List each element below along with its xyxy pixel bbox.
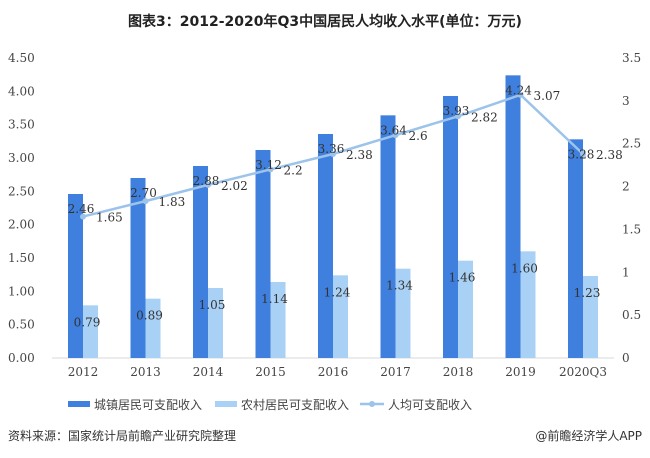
- legend-rural-swatch: [215, 401, 237, 407]
- legend-urban-swatch: [68, 401, 90, 407]
- rural-income-bar: [145, 298, 161, 358]
- urban-income-bar: [318, 134, 333, 358]
- chart-title: 图表3：2012-2020年Q3中国居民人均收入水平(单位：万元): [128, 13, 522, 30]
- rural-data-label: 0.79: [74, 315, 101, 329]
- legend-avg-label: 人均可支配收入: [388, 398, 472, 412]
- avg-income-point: [330, 151, 336, 157]
- urban-income-bar: [568, 139, 583, 358]
- x-tick-label: 2018: [443, 365, 474, 379]
- urban-income-bar: [68, 194, 83, 358]
- legend-avg-marker: [369, 401, 375, 407]
- urban-data-label: 3.28: [568, 147, 595, 161]
- y-tick-label: 0.00: [8, 351, 35, 365]
- y2-tick-label: 3.5: [622, 51, 641, 65]
- y2-tick-label: 0.5: [622, 308, 641, 322]
- urban-data-label: 2.46: [68, 202, 95, 216]
- legend-rural-label: 农村居民可支配收入: [241, 398, 349, 412]
- avg-income-point: [205, 181, 211, 188]
- avg-income-point: [142, 198, 149, 205]
- urban-income-bar: [130, 178, 146, 358]
- urban-data-label: 3.12: [255, 158, 282, 172]
- x-tick-label: 2017: [380, 365, 411, 379]
- y-tick-label: 2.00: [8, 218, 35, 232]
- rural-data-label: 1.14: [261, 292, 288, 306]
- rural-income-bar: [520, 251, 536, 358]
- urban-data-label: 2.88: [193, 174, 220, 188]
- rural-data-label: 1.46: [449, 271, 476, 285]
- y-tick-label: 0.50: [8, 318, 35, 332]
- avg-income-point: [267, 166, 274, 173]
- y-tick-label: 2.50: [8, 184, 35, 198]
- y2-tick-label: 1: [622, 265, 630, 279]
- avg-income-point: [517, 91, 524, 98]
- y-tick-label: 1.50: [8, 251, 35, 265]
- x-tick-label: 2016: [318, 365, 349, 379]
- avg-income-point: [580, 151, 586, 157]
- y2-tick-label: 3: [622, 94, 630, 108]
- urban-data-label: 4.24: [505, 83, 532, 97]
- credit: @前瞻经济学人APP: [535, 428, 642, 443]
- avg-data-label: 2.38: [596, 148, 623, 162]
- y-tick-label: 4.50: [8, 51, 35, 65]
- urban-data-label: 3.93: [443, 104, 470, 118]
- urban-income-bar: [505, 75, 521, 358]
- rural-income-bar: [395, 268, 411, 358]
- rural-income-bar: [583, 276, 598, 358]
- avg-data-label: 2.2: [284, 163, 303, 177]
- avg-data-label: 2.82: [471, 110, 498, 124]
- x-tick-label: 2014: [193, 365, 224, 379]
- legend-urban-label: 城镇居民可支配收入: [94, 398, 202, 412]
- urban-income-bar: [255, 150, 271, 358]
- avg-data-label: 1.83: [159, 195, 186, 209]
- avg-data-label: 2.02: [221, 179, 248, 193]
- urban-data-label: 2.70: [130, 186, 157, 200]
- x-tick-label: 2020Q3: [559, 365, 607, 379]
- avg-income-point: [392, 132, 399, 139]
- rural-income-bar: [333, 275, 348, 358]
- source-note: 资料来源：国家统计局前瞻产业研究院整理: [8, 428, 236, 443]
- x-tick-label: 2019: [505, 365, 536, 379]
- rural-income-bar: [270, 282, 286, 358]
- x-tick-label: 2013: [130, 365, 161, 379]
- y-tick-label: 3.50: [8, 118, 35, 132]
- rural-income-bar: [83, 305, 98, 358]
- y2-tick-label: 2.5: [622, 137, 641, 151]
- avg-data-label: 3.07: [534, 89, 561, 103]
- avg-income-point: [80, 213, 86, 220]
- urban-data-label: 3.36: [318, 142, 345, 156]
- rural-data-label: 1.34: [386, 279, 413, 293]
- y2-tick-label: 0: [622, 351, 630, 365]
- y-tick-label: 4.00: [8, 84, 35, 98]
- urban-income-bar: [380, 115, 396, 358]
- y-tick-label: 3.00: [8, 151, 35, 165]
- avg-data-label: 1.65: [96, 211, 123, 225]
- rural-income-bar: [458, 260, 473, 358]
- y2-tick-label: 2: [622, 180, 630, 194]
- urban-income-bar: [443, 96, 458, 358]
- rural-data-label: 1.23: [574, 286, 601, 300]
- avg-income-point: [455, 113, 461, 120]
- rural-data-label: 1.60: [511, 261, 538, 275]
- avg-data-label: 2.38: [346, 148, 373, 162]
- rural-data-label: 1.24: [324, 285, 351, 299]
- rural-data-label: 0.89: [136, 309, 163, 323]
- y2-tick-label: 1.5: [622, 222, 641, 236]
- y-tick-label: 1.00: [8, 284, 35, 298]
- rural-data-label: 1.05: [199, 298, 226, 312]
- rural-income-bar: [208, 288, 223, 358]
- avg-data-label: 2.6: [409, 129, 428, 143]
- x-tick-label: 2015: [255, 365, 286, 379]
- x-tick-label: 2012: [68, 365, 99, 379]
- urban-income-bar: [193, 166, 208, 358]
- urban-data-label: 3.64: [380, 123, 407, 137]
